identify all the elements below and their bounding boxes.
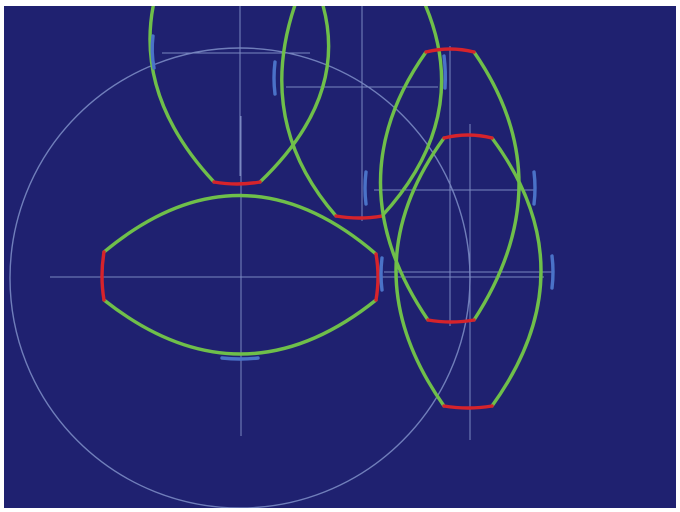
lens-edge-right bbox=[258, 6, 331, 184]
lens-midpoint-right bbox=[532, 170, 537, 206]
lens-vertex-bottom bbox=[334, 214, 384, 220]
lens-vertex-bottom bbox=[212, 180, 262, 186]
lens-edge-top bbox=[102, 193, 378, 256]
lens-edge-right bbox=[490, 136, 543, 408]
lens-vertex-top bbox=[442, 133, 494, 140]
canvas-background bbox=[4, 6, 676, 508]
lens-edge-left bbox=[148, 6, 216, 184]
lens-midpoint-left bbox=[379, 256, 384, 292]
lens-midpoint-bottom bbox=[220, 356, 260, 361]
lens-top-middle bbox=[272, 6, 448, 220]
lens-edge-bottom bbox=[102, 298, 378, 356]
lens-vertex-right bbox=[374, 252, 380, 302]
lens-vertex-bottom bbox=[426, 318, 476, 324]
lens-left-horizontal bbox=[100, 193, 380, 361]
lens-edge-right bbox=[380, 6, 444, 218]
lens-midpoint-right bbox=[550, 254, 555, 290]
lens-right-lower bbox=[379, 133, 555, 410]
lens-edge-left bbox=[280, 6, 338, 218]
lens-vertex-top bbox=[424, 47, 476, 54]
lens-top-left bbox=[148, 6, 331, 186]
lens-midpoint-left bbox=[363, 170, 368, 206]
lens-diagram bbox=[4, 6, 676, 508]
lens-midpoint-left bbox=[272, 60, 277, 96]
lens-edge-left bbox=[394, 136, 446, 408]
lens-midpoint-right bbox=[442, 54, 448, 90]
lens-shapes bbox=[100, 6, 555, 410]
diagram-canvas bbox=[4, 6, 676, 508]
lens-vertex-left bbox=[100, 250, 106, 302]
lens-vertex-bottom bbox=[442, 404, 494, 410]
construction-lines bbox=[9, 6, 552, 508]
lens-midpoint-left bbox=[150, 34, 156, 70]
lens-edge-left bbox=[378, 50, 430, 322]
